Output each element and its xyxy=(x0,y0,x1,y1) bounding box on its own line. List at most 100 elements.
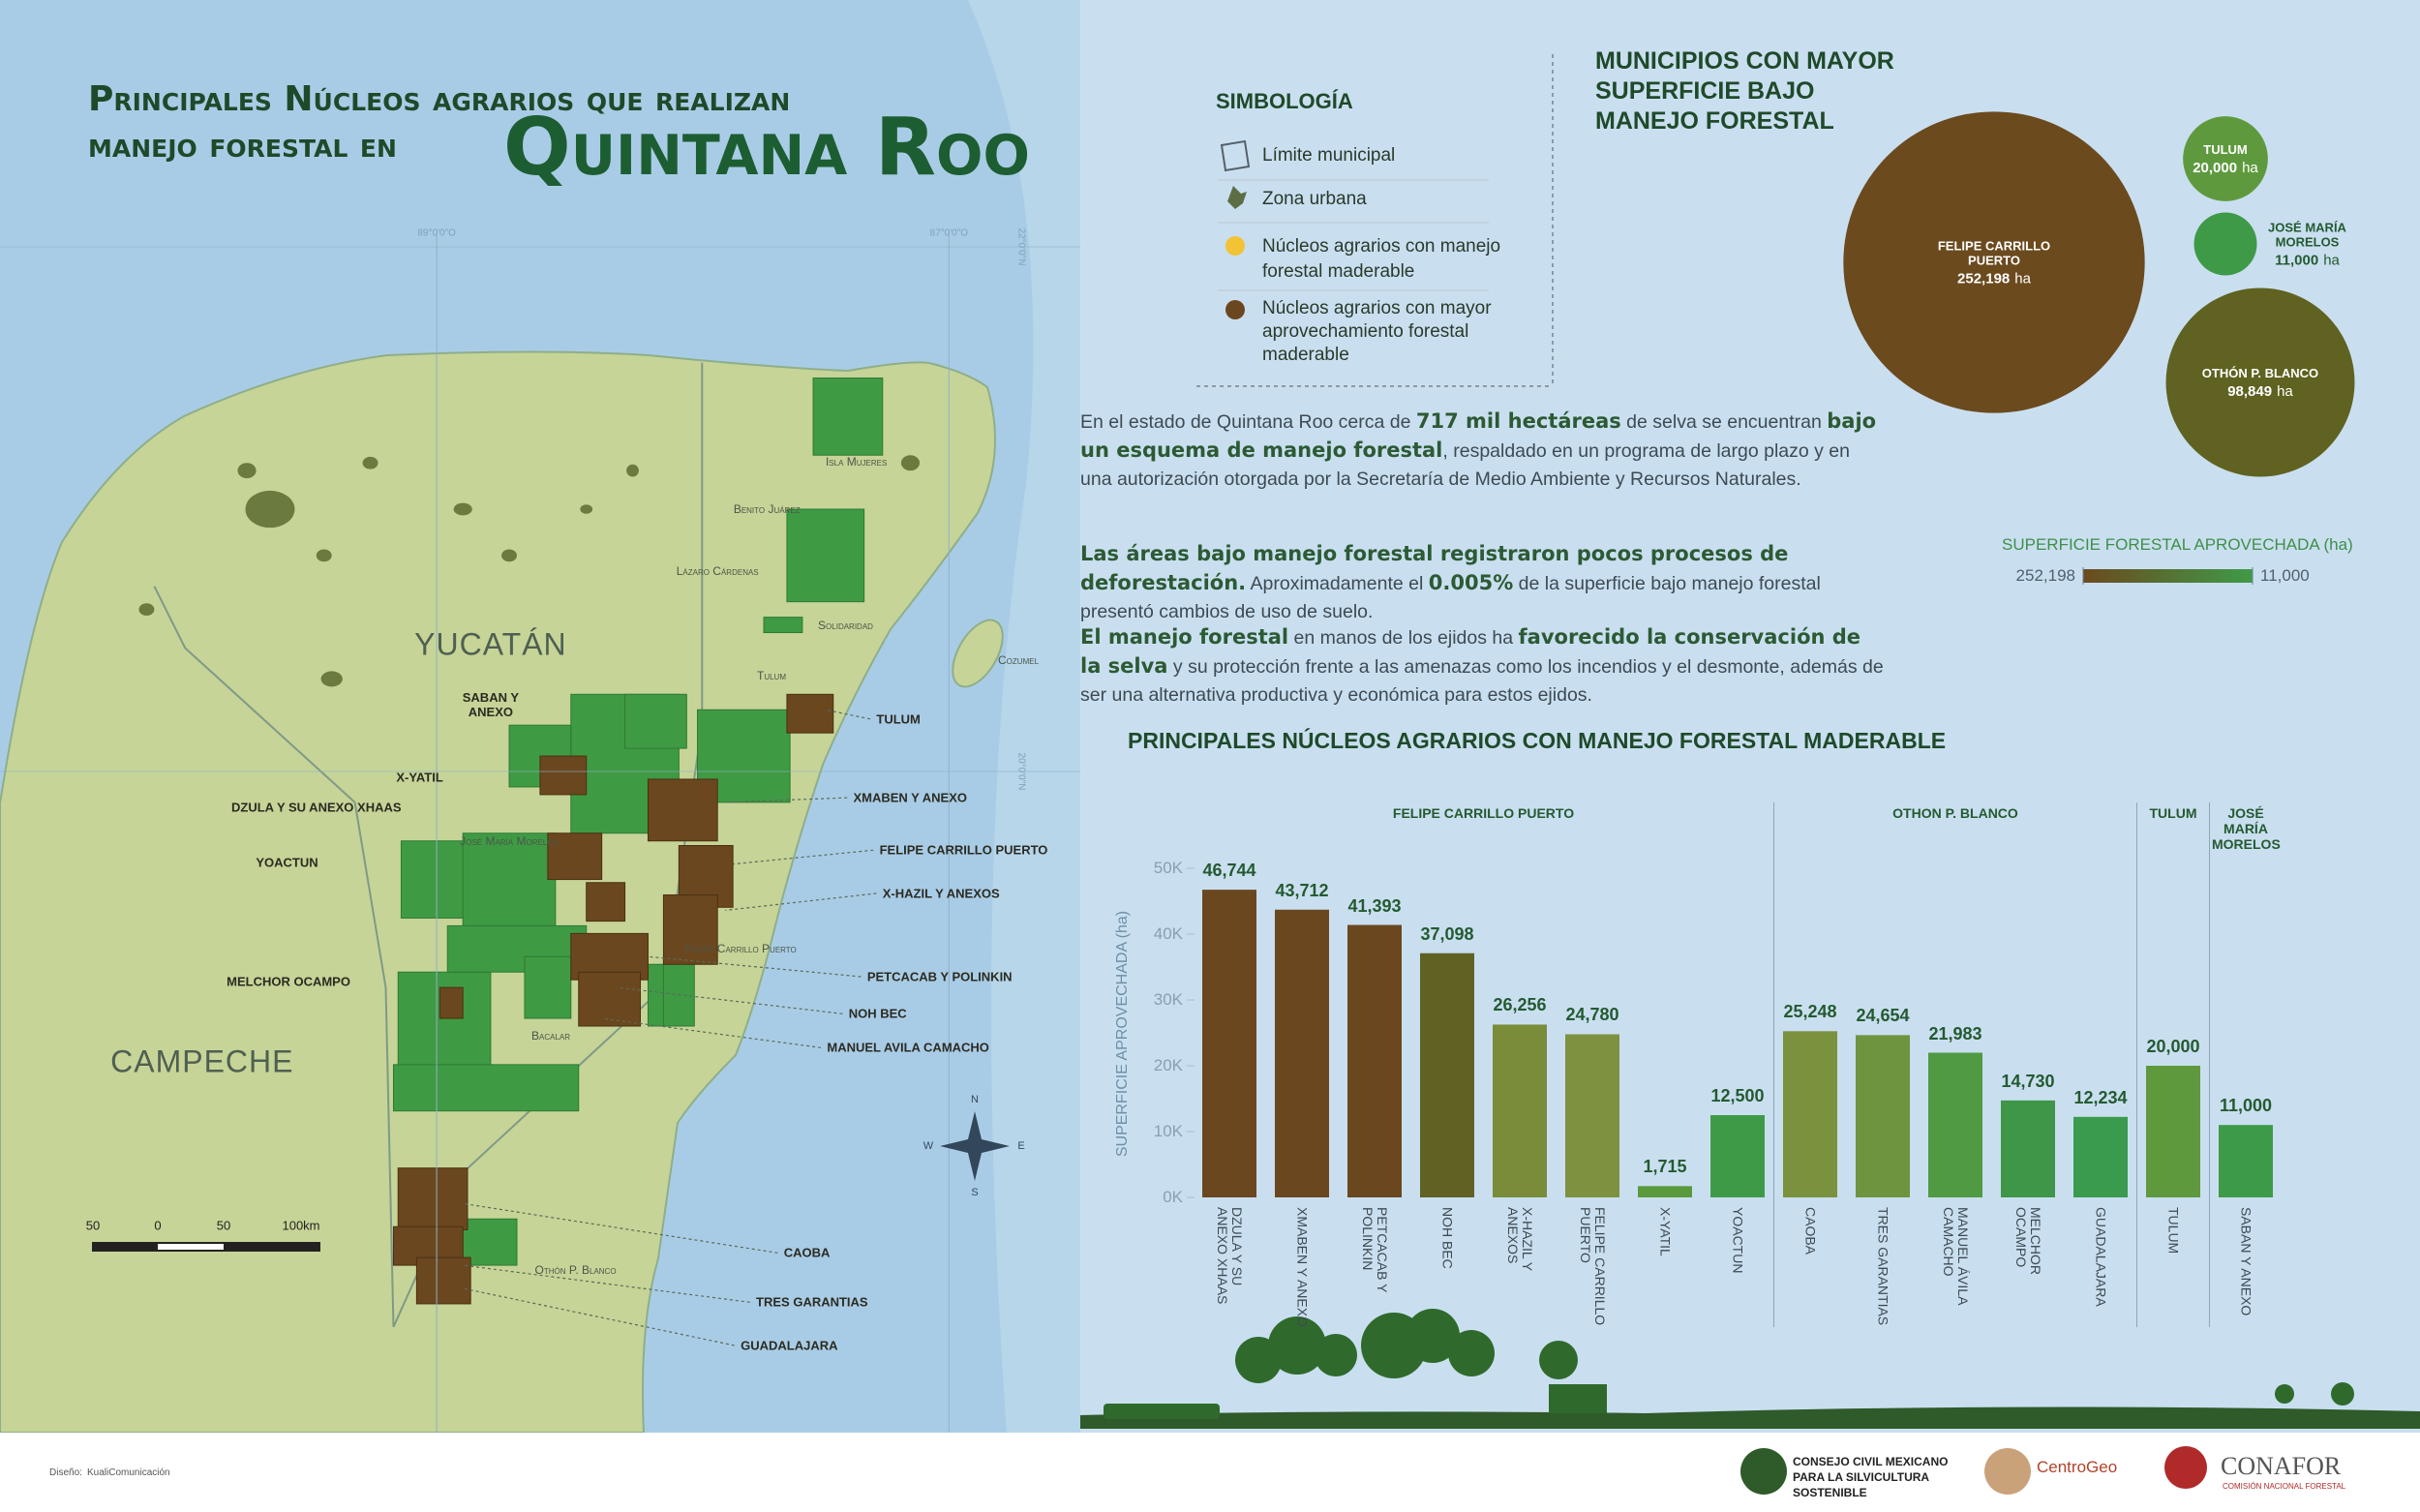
paragraph-run: favorecido la conservación de la selva xyxy=(1080,625,1861,678)
group-label: JOSÉ MARÍA MORELOS xyxy=(2212,805,2281,852)
bubble-label: OTHÓN P. BLANCO 98,849 ha xyxy=(2197,366,2323,399)
bubble-value: 20,000 xyxy=(2193,160,2238,176)
ejido-label: TULUM xyxy=(876,711,921,727)
coordinate-label: 20°0'0"N xyxy=(1015,752,1027,791)
ejido-label: MANUEL AVILA CAMACHO xyxy=(827,1040,989,1055)
callout-line xyxy=(648,955,862,978)
legend-item: Límite municipal xyxy=(1262,145,1396,166)
major-parcel xyxy=(786,693,834,734)
urban-zone xyxy=(362,456,378,469)
scale-label: 0 xyxy=(154,1218,162,1233)
bubble-value: 252,198 xyxy=(1957,270,2011,287)
bubble-title: MUNICIPIOS CON MAYOR SUPERFICIE BAJO MAN… xyxy=(1595,47,1894,135)
municipality-label: Cozumel xyxy=(998,653,1040,668)
scale-bar-seg xyxy=(224,1243,319,1251)
scale-label: 100km xyxy=(282,1218,320,1233)
urban-zone xyxy=(453,502,472,516)
ejido-label: PETCACAB Y POLINKIN xyxy=(866,969,1013,984)
callout-line xyxy=(825,709,871,720)
bar-value-label: 21,983 xyxy=(1928,1023,1982,1043)
paragraph-run: 717 mil hectáreas xyxy=(1415,409,1621,433)
municipality-label: Othón P. Blanco xyxy=(534,1262,617,1277)
legend-icon-boundary xyxy=(1220,139,1251,172)
urban-zone xyxy=(580,504,593,514)
scale-label: 50 xyxy=(216,1218,231,1233)
legend-item: Núcleos agrarios con manejo forestal mad… xyxy=(1262,236,1501,282)
ejido-label: X-YATIL xyxy=(396,770,443,785)
ejido-label: FELIPE CARRILLO PUERTO xyxy=(879,842,1048,858)
urban-zone xyxy=(320,671,343,687)
bubble-value-row: 11,000 ha xyxy=(2259,254,2356,268)
agrarian-parcel xyxy=(462,1218,518,1266)
x-tick-label: DZULA Y SU ANEXO XHAAS xyxy=(1215,1207,1245,1305)
bar-value-label: 37,098 xyxy=(1420,923,1474,944)
ejido-label: GUADALAJARA xyxy=(741,1338,838,1353)
major-parcel xyxy=(415,1256,471,1305)
bar xyxy=(2146,1066,2200,1197)
legend-item: Núcleos agrarios con mayor aprovechamien… xyxy=(1262,298,1492,365)
major-parcel xyxy=(578,971,642,1027)
org-centrogeo: CentroGeo xyxy=(2037,1458,2118,1476)
callout-line xyxy=(463,1202,778,1254)
bar xyxy=(1928,1052,1982,1197)
x-tick-label: FELIPE CARRILLO PUERTO xyxy=(1578,1207,1608,1326)
x-tick-label: NOH BEC xyxy=(1439,1207,1456,1269)
bubble-unit: ha xyxy=(2242,160,2258,176)
design-studio: KualiComunicación xyxy=(87,1467,170,1478)
bar-value-label: 25,248 xyxy=(1783,1002,1837,1022)
bubble-value: 98,849 xyxy=(2227,383,2273,400)
title-emphasis: Quintana Roo xyxy=(503,102,1030,194)
map-layer xyxy=(0,231,1080,1436)
municipality-label: Felipe Carrillo Puerto xyxy=(684,942,797,956)
bar-value-label: 24,780 xyxy=(1565,1005,1619,1025)
x-tick-label: SABAN Y ANEXO xyxy=(2238,1207,2254,1316)
paragraph-run: de selva se encuentran xyxy=(1620,411,1828,433)
colorbar-title: SUPERFICIE FORESTAL APROVECHADA (ha) xyxy=(2002,535,2353,554)
compass-label: S xyxy=(971,1187,979,1198)
ejido-label: MELCHOR OCAMPO xyxy=(227,974,350,989)
bar-value-label: 24,654 xyxy=(1856,1006,1910,1026)
urban-zone xyxy=(900,455,921,471)
bar xyxy=(1710,1115,1765,1197)
urban-zone xyxy=(237,463,257,479)
ejido-label: SABAN Y ANEXO xyxy=(462,690,520,720)
compass-rose xyxy=(940,1111,1010,1181)
logo-ccmss xyxy=(1740,1448,1787,1495)
municipality-label: Lázaro Cárdenas xyxy=(676,563,759,578)
trees xyxy=(1104,1309,2354,1419)
major-parcel xyxy=(662,894,718,965)
ejido-label: CAOBA xyxy=(783,1245,831,1260)
y-tick-label: 40K xyxy=(1153,924,1183,943)
municipality-label: Isla Mujeres xyxy=(825,454,888,469)
bubble-unit: ha xyxy=(2277,383,2293,400)
bar-value-label: 46,744 xyxy=(1202,861,1256,881)
bar-title: PRINCIPALES NÚCLEOS AGRARIOS CON MANEJO … xyxy=(1128,728,1947,753)
state-border xyxy=(353,801,395,1327)
bar-value-label: 11,000 xyxy=(2219,1096,2273,1116)
bar xyxy=(1638,1186,1692,1197)
x-tick-label: TULUM xyxy=(2165,1207,2182,1255)
org-conafor-sub: COMISIÓN NACIONAL FORESTAL xyxy=(2223,1482,2346,1491)
bar xyxy=(2001,1100,2055,1197)
paragraph-run: en manos de los ejidos ha xyxy=(1288,627,1519,649)
paragraph-run: Las áreas bajo manejo forestal registrar… xyxy=(1080,542,1789,594)
agrarian-parcel xyxy=(812,378,884,456)
coordinate-label: 22°0'0"N xyxy=(1015,227,1027,266)
major-parcel xyxy=(439,986,464,1019)
compass-label: N xyxy=(971,1094,979,1105)
agrarian-parcel xyxy=(462,832,557,926)
org-ccmss: CONSEJO CIVIL MEXICANO PARA LA SILVICULT… xyxy=(1793,1455,1949,1499)
bar xyxy=(2073,1116,2128,1197)
ejido-label: X-HAZIL Y ANEXOS xyxy=(882,886,1000,901)
bubble-value-row: 20,000 ha xyxy=(2163,161,2288,175)
compass-label: W xyxy=(923,1140,934,1152)
group-label: FELIPE CARRILLO PUERTO xyxy=(1392,805,1575,821)
callout-line xyxy=(601,1017,822,1048)
legend-title: SIMBOLOGÍA xyxy=(1216,89,1353,113)
legend-icon-brown xyxy=(1225,300,1245,319)
agrarian-parcel xyxy=(662,955,695,1027)
bubble xyxy=(2183,116,2268,201)
major-parcel xyxy=(586,882,626,922)
